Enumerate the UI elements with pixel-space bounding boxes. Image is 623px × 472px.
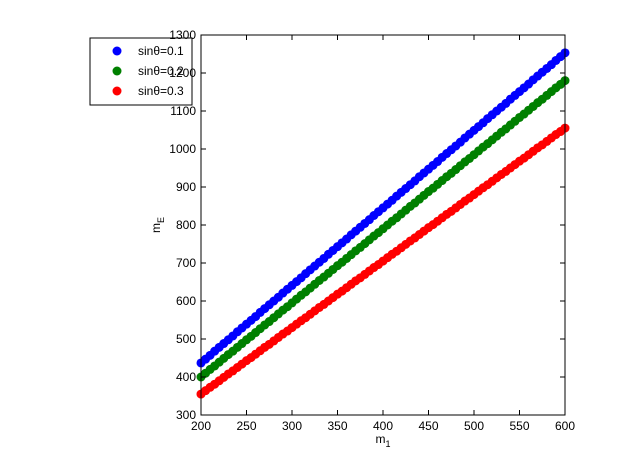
x-tick-label: 200 [191, 419, 211, 433]
x-label-main: m [375, 432, 385, 446]
y-tick-label: 900 [176, 180, 196, 194]
y-tick-label: 1000 [169, 142, 196, 156]
y-tick-label: 300 [176, 408, 196, 422]
legend-label: sinθ=0.1 [138, 44, 184, 58]
x-tick-label: 250 [236, 419, 256, 433]
x-tick-label: 450 [418, 419, 438, 433]
y-tick-label: 600 [176, 294, 196, 308]
y-tick-label: 1300 [169, 28, 196, 42]
x-axis-label: m1 [375, 432, 390, 449]
legend: sinθ=0.1 sinθ=0.2 sinθ=0.3 [89, 37, 193, 106]
x-label-sub: 1 [385, 439, 390, 449]
legend-marker [112, 86, 122, 96]
y-tick-label: 400 [176, 370, 196, 384]
y-label-sub: E [156, 217, 166, 223]
legend-box [89, 37, 193, 106]
plot [196, 48, 570, 399]
legend-marker [112, 46, 122, 56]
y-axis-label: mE [149, 217, 166, 233]
x-tick-label: 600 [555, 419, 575, 433]
x-tick-label: 500 [464, 419, 484, 433]
x-tick-label: 400 [373, 419, 393, 433]
y-tick-label: 1100 [170, 104, 196, 118]
legend-label: sinθ=0.2 [138, 64, 184, 78]
y-tick-label: 700 [176, 256, 196, 270]
y-tick-label: 800 [176, 218, 196, 232]
x-tick-label: 550 [509, 419, 529, 433]
legend-label: sinθ=0.3 [138, 84, 184, 98]
legend-marker [112, 66, 122, 76]
x-tick-label: 300 [282, 419, 302, 433]
y-label-main: m [149, 223, 163, 233]
y-tick-label: 500 [176, 332, 196, 346]
y-tick-label: 1200 [169, 66, 196, 80]
x-tick-label: 350 [327, 419, 347, 433]
